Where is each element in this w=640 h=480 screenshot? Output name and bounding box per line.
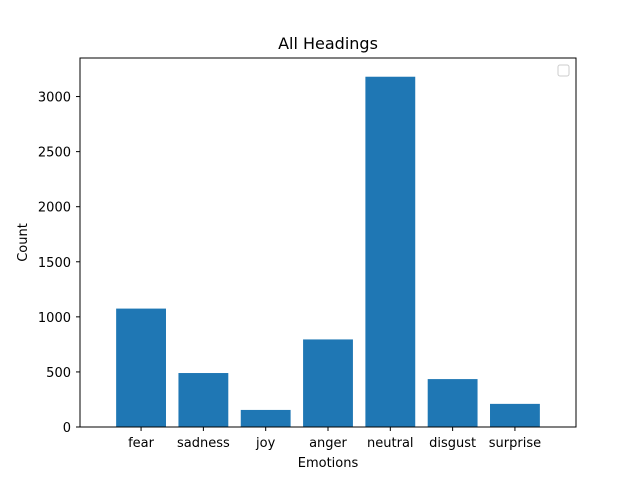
x-tick-label: neutral <box>367 436 414 451</box>
x-tick-label: surprise <box>489 436 541 451</box>
bar-disgust <box>427 379 478 427</box>
chart-title: All Headings <box>278 34 378 53</box>
x-tick-label: disgust <box>429 436 476 451</box>
x-axis-ticks: fear sadness joy anger neutral disgust surpris… <box>128 427 541 451</box>
bar-surprise <box>490 403 540 427</box>
y-tick-label: 2000 <box>38 201 71 216</box>
y-tick-label: 0 <box>63 421 71 436</box>
bar-sadness <box>178 373 229 427</box>
bar-neutral <box>365 76 416 427</box>
plot-frame <box>79 57 577 428</box>
bar-fear <box>116 308 166 427</box>
y-axis-ticks: 0 500 1000 1500 2000 2500 3000 <box>38 91 80 436</box>
bar-joy <box>240 409 291 427</box>
y-tick-label: 1500 <box>38 256 71 271</box>
bar-anger <box>303 339 353 427</box>
x-tick-label: fear <box>128 436 155 451</box>
x-tick-label: joy <box>255 436 276 451</box>
y-axis-label: Count <box>16 223 31 262</box>
y-tick-label: 3000 <box>38 91 71 106</box>
y-tick-label: 500 <box>46 366 71 381</box>
y-tick-label: 1000 <box>38 311 71 326</box>
legend-box <box>557 64 570 77</box>
y-tick-label: 2500 <box>38 146 71 161</box>
bars-layer <box>116 76 540 427</box>
x-tick-label: sadness <box>177 436 230 451</box>
x-axis-label: Emotions <box>298 456 359 471</box>
x-tick-label: anger <box>309 436 347 451</box>
